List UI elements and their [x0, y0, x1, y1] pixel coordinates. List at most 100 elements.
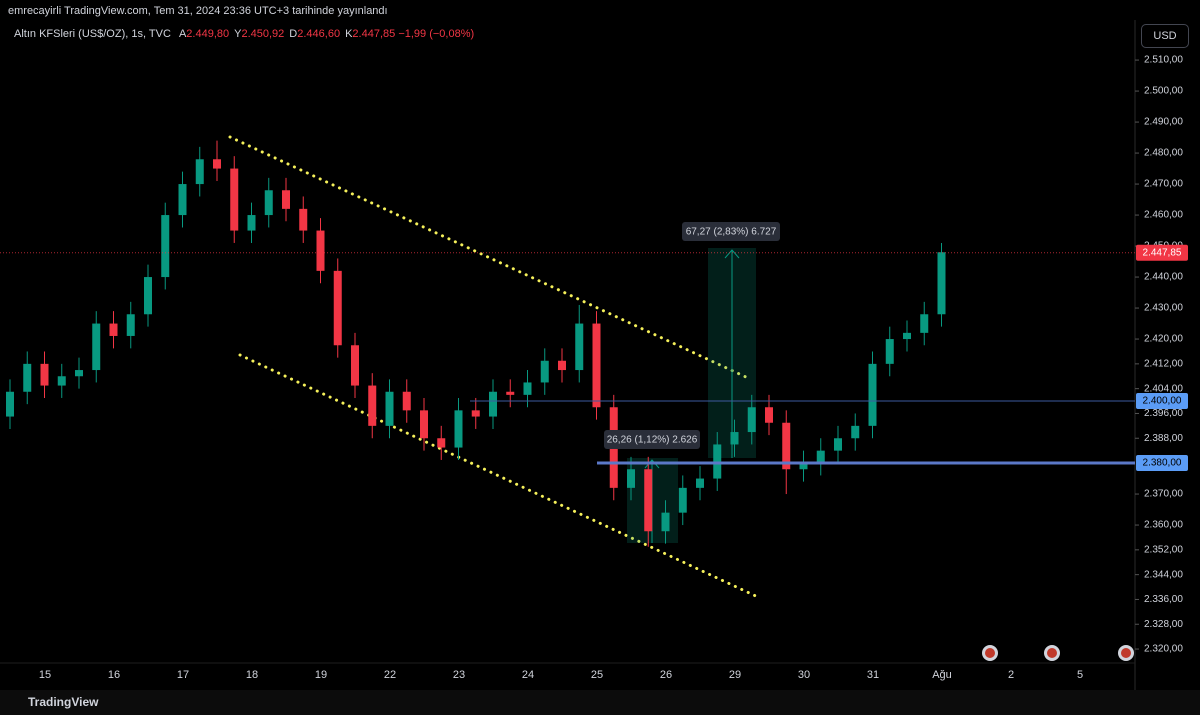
y-tick-label: 2.388,00	[1144, 433, 1183, 444]
x-tick-label: 25	[591, 669, 603, 681]
last-price-tag	[1136, 244, 1188, 261]
ohlc-value: 2.447,85	[352, 28, 396, 40]
level-tag	[1136, 393, 1188, 410]
candle-body	[264, 190, 273, 216]
ohlc-value: 2.450,92	[241, 28, 285, 40]
candle-body	[161, 215, 170, 278]
y-tick-label: 2.490,00	[1144, 117, 1183, 128]
candle-body	[592, 323, 601, 408]
ohlc: A2.449,80 Y2.450,92 D2.446,60 K2.447,85	[174, 28, 398, 40]
candle-body	[282, 190, 290, 209]
candle-body	[437, 438, 446, 448]
candle-body	[402, 391, 411, 411]
x-tick-label: 23	[453, 669, 465, 681]
x-tick-label: Ağu	[932, 669, 952, 681]
chart: 67,27 (2,83%) 6.727 26,26 (1,12%) 2.626 …	[0, 20, 1188, 690]
candle-body	[420, 410, 428, 439]
candles	[6, 140, 946, 547]
candle-body	[57, 376, 66, 386]
y-tick-label: 2.404,00	[1144, 383, 1183, 394]
candle-body	[644, 469, 653, 532]
y-tick-label: 2.430,00	[1144, 303, 1183, 314]
y-tick-label: 2.352,00	[1144, 544, 1183, 555]
candle-body	[471, 410, 480, 417]
channel-line-upper	[228, 135, 750, 380]
candle-body	[247, 215, 256, 231]
candle-body	[834, 438, 842, 451]
measure-label: 67,27 (2,83%) 6.727	[686, 227, 777, 238]
event-icons	[982, 645, 1134, 661]
candle-body	[696, 478, 704, 488]
candle-body	[730, 432, 739, 445]
ohlc-key: D	[289, 28, 298, 40]
candle-body	[937, 252, 946, 315]
measure-arrow-head	[644, 459, 660, 469]
candle-body	[454, 410, 463, 448]
x-tick-label: 5	[1077, 669, 1083, 681]
x-tick-label: 2	[1008, 669, 1014, 681]
y-tick-label: 2.420,00	[1144, 334, 1183, 345]
y-tick-label: 2.412,00	[1144, 358, 1183, 369]
candle-body	[109, 323, 118, 336]
candle-body	[489, 391, 497, 417]
x-tick-label: 30	[798, 669, 810, 681]
x-tick-label: 17	[177, 669, 189, 681]
candle-body	[316, 230, 325, 271]
ohlc-key: A	[178, 28, 187, 40]
x-tick-label: 19	[315, 669, 327, 681]
candle-body	[747, 407, 756, 433]
y-tick-label: 2.396,00	[1144, 408, 1183, 419]
candle-body	[178, 184, 187, 216]
candle-body	[351, 345, 359, 386]
candle-body	[23, 363, 32, 392]
publish-header: emrecayirli TradingView.com, Tem 31, 202…	[8, 5, 388, 17]
candle-body	[713, 444, 722, 479]
currency-button[interactable]: USD	[1141, 24, 1189, 48]
candle-body	[75, 370, 83, 377]
candle-body	[678, 487, 687, 513]
last-price-label: 2.447,85	[1143, 247, 1182, 258]
y-tick-label: 2.344,00	[1144, 569, 1183, 580]
candle-body	[299, 208, 308, 231]
y-tick-label: 2.480,00	[1144, 148, 1183, 159]
brand: TradingView	[28, 695, 99, 709]
y-tick-label: 2.460,00	[1144, 210, 1183, 221]
y-tick-label: 2.370,00	[1144, 489, 1183, 500]
measure-label-box	[604, 430, 700, 449]
candle-body	[523, 382, 532, 395]
candle-body	[368, 385, 377, 426]
candle-body	[782, 422, 791, 470]
candle-body	[627, 469, 635, 488]
candle-body	[385, 391, 394, 426]
candle-body	[920, 314, 929, 333]
candle-body	[333, 270, 342, 346]
candle-body	[799, 463, 808, 470]
x-tick-label: 18	[246, 669, 258, 681]
y-tick-label: 2.360,00	[1144, 520, 1183, 531]
candle-body	[868, 363, 877, 426]
ohlc-key: K	[345, 28, 353, 40]
y-tick-label: 2.500,00	[1144, 86, 1183, 97]
x-tick-label: 15	[39, 669, 51, 681]
candle-body	[6, 391, 14, 417]
level-tag-label: 2.400,00	[1143, 396, 1182, 407]
candle-body	[661, 512, 670, 532]
candle-body	[851, 425, 860, 439]
x-tick-label: 29	[729, 669, 741, 681]
x-tick-label: 24	[522, 669, 534, 681]
level-tag-label: 2.380,00	[1143, 458, 1182, 469]
candle-body	[540, 360, 549, 383]
candle-body	[92, 323, 101, 371]
candle-body	[765, 407, 773, 423]
x-tick-label: 22	[384, 669, 396, 681]
candle-body	[195, 159, 204, 185]
x-tick-label: 16	[108, 669, 120, 681]
y-tick-label: 2.470,00	[1144, 179, 1183, 190]
channel-line-lower	[238, 353, 762, 600]
candle-body	[903, 332, 911, 340]
measure-arrow-head	[724, 249, 740, 259]
candle-body	[816, 450, 825, 464]
y-tick-label: 2.336,00	[1144, 594, 1183, 605]
candle-body	[558, 360, 566, 371]
